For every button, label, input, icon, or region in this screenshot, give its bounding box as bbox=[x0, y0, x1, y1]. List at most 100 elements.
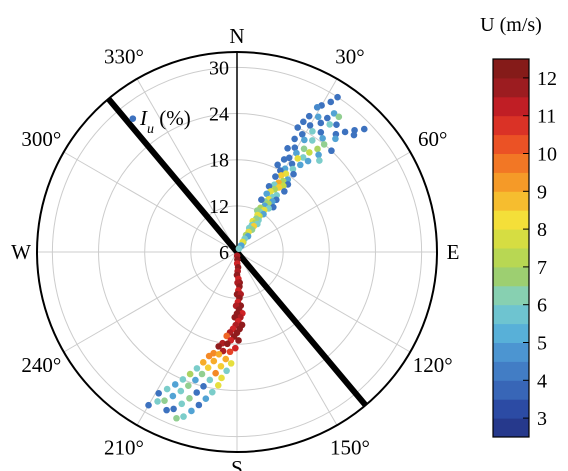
data-point bbox=[163, 406, 170, 414]
data-point bbox=[332, 135, 339, 143]
data-point bbox=[186, 370, 194, 378]
data-point bbox=[309, 128, 316, 135]
data-point bbox=[291, 135, 298, 143]
colorbar-band bbox=[493, 285, 529, 306]
grid-spoke bbox=[136, 251, 238, 426]
data-point bbox=[328, 147, 335, 155]
colorbar-band bbox=[493, 115, 529, 136]
data-point bbox=[301, 136, 308, 144]
colorbar-band bbox=[493, 380, 529, 400]
angle-tick-label: N bbox=[229, 24, 244, 48]
colorbar-band bbox=[493, 323, 529, 343]
data-point bbox=[350, 131, 358, 139]
data-point bbox=[161, 397, 168, 404]
reference-line bbox=[106, 96, 368, 408]
data-point bbox=[319, 135, 326, 142]
colorbar-title: U (m/s) bbox=[480, 14, 542, 36]
data-point bbox=[274, 161, 281, 169]
data-point bbox=[314, 145, 321, 153]
data-point bbox=[202, 395, 210, 403]
data-point bbox=[180, 413, 187, 420]
data-point bbox=[170, 405, 177, 413]
colorbar-tick-label: 6 bbox=[537, 295, 547, 317]
radial-tick-label: 24 bbox=[209, 104, 229, 126]
data-points bbox=[129, 93, 368, 422]
polar-grid bbox=[36, 51, 438, 453]
grid-spoke bbox=[236, 251, 411, 353]
angle-tick-label: 240° bbox=[21, 353, 61, 377]
radial-tick-label: 18 bbox=[209, 150, 229, 172]
grid-spoke bbox=[136, 78, 238, 253]
data-point bbox=[193, 365, 201, 372]
data-point bbox=[320, 141, 328, 148]
data-point bbox=[327, 98, 335, 106]
data-point bbox=[154, 398, 161, 405]
data-point bbox=[293, 149, 300, 157]
data-point bbox=[317, 128, 325, 136]
data-point bbox=[163, 385, 171, 393]
data-point bbox=[351, 126, 358, 134]
data-point bbox=[169, 392, 177, 400]
colorbar-tick-label: 10 bbox=[537, 144, 557, 166]
data-point bbox=[129, 115, 137, 122]
data-point bbox=[306, 122, 314, 129]
data-point bbox=[265, 183, 273, 190]
data-point bbox=[222, 355, 230, 363]
data-point bbox=[195, 401, 203, 409]
angle-tick-label: W bbox=[11, 240, 31, 264]
colorbar-tick-label: 7 bbox=[537, 257, 547, 279]
data-point bbox=[324, 114, 331, 122]
radial-tick-label: 6 bbox=[219, 242, 229, 264]
data-point bbox=[205, 352, 213, 360]
data-point bbox=[316, 157, 323, 164]
data-point bbox=[326, 121, 333, 128]
radial-label-main: I bbox=[139, 106, 148, 130]
data-point bbox=[330, 110, 338, 117]
grid-spoke bbox=[63, 151, 238, 253]
data-point bbox=[308, 137, 316, 144]
radial-tick-labels: 6 12 18 24 30 bbox=[209, 57, 229, 264]
radial-tick-label: 30 bbox=[209, 57, 229, 79]
data-point bbox=[294, 124, 301, 131]
data-point bbox=[206, 376, 214, 384]
data-point bbox=[272, 173, 279, 180]
data-point bbox=[284, 144, 291, 152]
data-point bbox=[200, 383, 207, 390]
data-point bbox=[360, 125, 368, 133]
data-point bbox=[177, 387, 185, 395]
angle-tick-label: S bbox=[231, 456, 243, 471]
data-point bbox=[333, 121, 340, 129]
colorbar-band bbox=[493, 304, 529, 325]
data-point bbox=[204, 364, 212, 371]
data-point bbox=[305, 112, 313, 120]
angle-tick-label: 330° bbox=[104, 44, 144, 68]
reference-line-stroke bbox=[106, 96, 368, 408]
colorbar-band bbox=[493, 210, 529, 230]
grid-spoke bbox=[63, 251, 238, 353]
data-point bbox=[291, 144, 299, 152]
colorbar-band bbox=[493, 153, 529, 173]
data-point bbox=[199, 359, 207, 366]
data-point bbox=[313, 104, 321, 111]
radial-label-sub: u bbox=[147, 122, 154, 137]
data-point bbox=[214, 382, 222, 389]
data-point bbox=[300, 118, 307, 126]
colorbar-band bbox=[493, 399, 529, 419]
data-point bbox=[232, 344, 239, 352]
data-point bbox=[304, 157, 312, 165]
angle-tick-label: 30° bbox=[335, 44, 364, 68]
data-point bbox=[294, 155, 302, 162]
angle-tick-label: 210° bbox=[104, 436, 144, 460]
data-point bbox=[217, 362, 225, 370]
data-point bbox=[192, 376, 199, 384]
data-point bbox=[188, 407, 195, 415]
angle-tick-label: 150° bbox=[330, 436, 370, 460]
colorbar-band bbox=[493, 96, 529, 117]
colorbar-band bbox=[493, 172, 529, 192]
colorbar-band bbox=[493, 59, 529, 79]
colorbar-band bbox=[493, 77, 529, 98]
data-point bbox=[235, 245, 243, 252]
data-point bbox=[277, 167, 284, 174]
data-point bbox=[208, 388, 216, 396]
